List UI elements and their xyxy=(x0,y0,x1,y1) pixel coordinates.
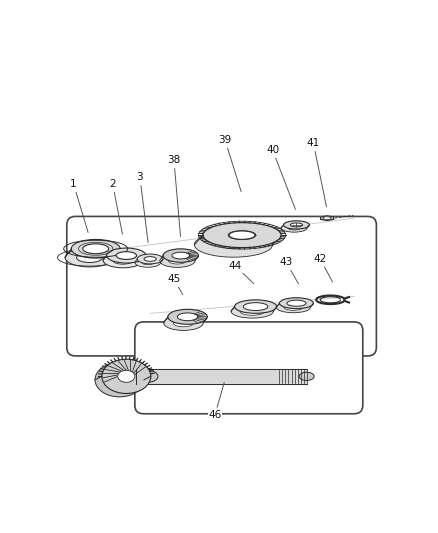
Text: 45: 45 xyxy=(167,274,182,295)
Ellipse shape xyxy=(137,254,162,264)
Ellipse shape xyxy=(168,257,186,264)
Ellipse shape xyxy=(283,304,302,310)
Text: 39: 39 xyxy=(218,135,240,192)
Ellipse shape xyxy=(322,217,330,220)
Ellipse shape xyxy=(163,316,203,330)
Ellipse shape xyxy=(283,221,309,229)
Ellipse shape xyxy=(102,359,151,393)
Ellipse shape xyxy=(287,226,300,230)
Text: 1: 1 xyxy=(70,179,88,232)
Ellipse shape xyxy=(276,302,310,313)
Text: 46: 46 xyxy=(208,382,224,421)
Ellipse shape xyxy=(240,308,264,316)
Ellipse shape xyxy=(83,244,108,254)
FancyBboxPatch shape xyxy=(67,216,375,356)
Ellipse shape xyxy=(71,239,120,258)
Ellipse shape xyxy=(286,300,305,306)
FancyBboxPatch shape xyxy=(134,322,362,414)
Ellipse shape xyxy=(172,252,189,259)
Ellipse shape xyxy=(144,256,156,261)
Ellipse shape xyxy=(177,313,198,321)
Ellipse shape xyxy=(194,232,272,257)
Text: 3: 3 xyxy=(136,172,148,243)
Ellipse shape xyxy=(134,257,160,267)
Ellipse shape xyxy=(77,253,102,263)
Ellipse shape xyxy=(162,249,198,262)
Ellipse shape xyxy=(106,248,146,263)
Text: 40: 40 xyxy=(265,145,295,209)
Ellipse shape xyxy=(220,240,246,249)
Ellipse shape xyxy=(95,362,144,397)
Ellipse shape xyxy=(117,370,134,382)
Text: 38: 38 xyxy=(167,155,180,237)
Ellipse shape xyxy=(116,252,136,260)
Ellipse shape xyxy=(280,224,306,232)
Ellipse shape xyxy=(234,300,276,313)
Text: 43: 43 xyxy=(279,257,298,284)
Ellipse shape xyxy=(279,298,313,309)
Ellipse shape xyxy=(103,253,142,268)
Polygon shape xyxy=(320,216,333,221)
Ellipse shape xyxy=(141,260,154,265)
Polygon shape xyxy=(136,369,306,384)
Ellipse shape xyxy=(167,309,207,324)
Ellipse shape xyxy=(159,254,194,268)
Ellipse shape xyxy=(173,319,193,327)
Ellipse shape xyxy=(229,231,254,239)
Text: 44: 44 xyxy=(228,261,253,284)
Ellipse shape xyxy=(113,256,133,264)
Ellipse shape xyxy=(65,248,114,267)
Ellipse shape xyxy=(228,231,255,239)
Ellipse shape xyxy=(290,223,302,227)
Text: 2: 2 xyxy=(109,179,122,234)
Text: 41: 41 xyxy=(306,138,326,207)
Ellipse shape xyxy=(202,223,280,248)
Ellipse shape xyxy=(135,370,158,383)
Ellipse shape xyxy=(230,304,273,318)
Text: 42: 42 xyxy=(313,254,332,282)
Ellipse shape xyxy=(243,303,267,311)
Ellipse shape xyxy=(298,372,314,381)
